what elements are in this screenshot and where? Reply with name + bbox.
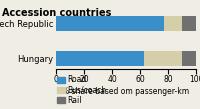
Bar (182, 16, 196, 31)
Bar (56, 16, 164, 31)
Text: Accession countries: Accession countries (2, 8, 111, 18)
Bar (144, 51, 182, 66)
Bar (164, 16, 182, 31)
X-axis label: % share based om passenger-km: % share based om passenger-km (62, 87, 190, 96)
Bar (182, 51, 196, 66)
Bar (56, 51, 144, 66)
Legend: Road, Bus/coach, Rail: Road, Bus/coach, Rail (57, 76, 107, 105)
